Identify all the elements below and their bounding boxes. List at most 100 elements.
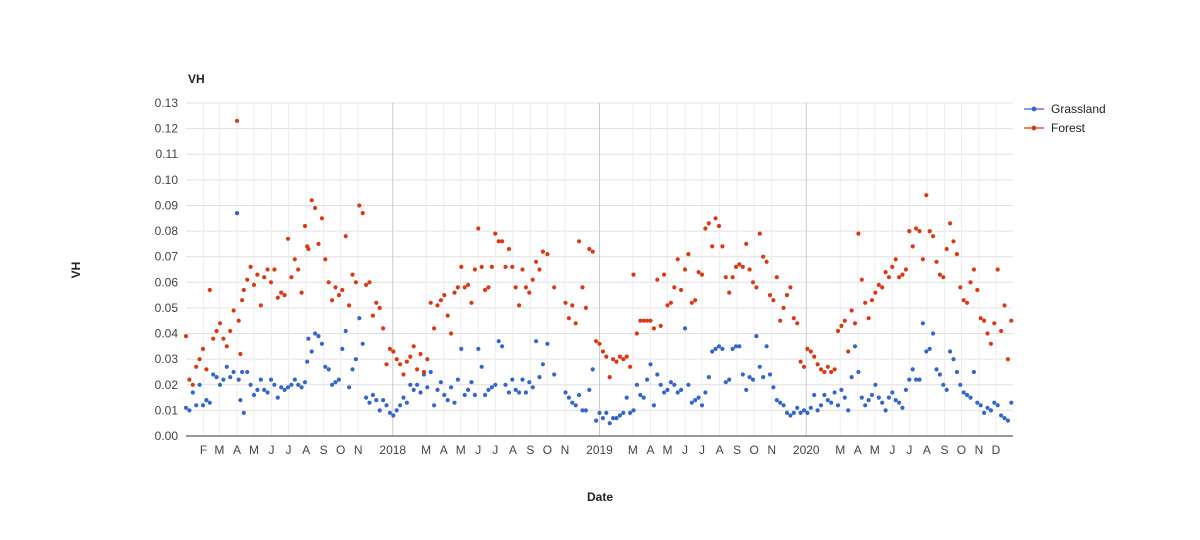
y-tick-label: 0.09 [155, 198, 179, 212]
grassland-point [353, 357, 358, 362]
grassland-point [282, 387, 287, 392]
forest-point [296, 267, 301, 272]
forest-point [432, 326, 437, 331]
forest-point [733, 264, 739, 269]
legend-item-grassland[interactable]: Grassland [1024, 102, 1106, 116]
grassland-point [534, 339, 539, 344]
forest-point [852, 321, 858, 326]
grassland-point [462, 392, 467, 398]
forest-point [302, 223, 308, 229]
grassland-point [900, 405, 905, 410]
forest-point [469, 300, 474, 305]
grassland-point [552, 372, 557, 377]
grassland-point [849, 375, 854, 380]
forest-point [442, 293, 447, 298]
forest-point [1009, 318, 1014, 323]
forest-point [876, 282, 881, 287]
forest-point [886, 275, 892, 280]
gridlines [186, 102, 1013, 437]
grassland-point [910, 367, 915, 372]
grassland-point [727, 377, 732, 382]
grassland-point [483, 392, 488, 398]
x-tick-label: N [767, 443, 776, 457]
y-tick-label: 0.04 [155, 327, 179, 341]
forest-point [771, 298, 776, 303]
grassland-point [675, 390, 680, 395]
forest-point [812, 354, 817, 359]
grassland-point [679, 387, 684, 392]
grassland-point [432, 403, 437, 408]
forest-point [954, 252, 960, 257]
legend-marker-icon [1031, 106, 1037, 112]
forest-point [723, 275, 728, 280]
y-tick-label: 0.10 [155, 173, 179, 187]
forest-point [801, 364, 807, 369]
forest-point [577, 239, 582, 244]
forest-point [374, 300, 379, 305]
forest-point [540, 249, 546, 254]
forest-point [350, 272, 355, 277]
grassland-point [313, 331, 318, 336]
grassland-point [651, 403, 657, 408]
forest-point [774, 275, 779, 280]
forest-point [754, 285, 759, 290]
grassland-point [798, 410, 803, 415]
grassland-point [757, 364, 762, 369]
forest-point [506, 246, 511, 252]
grassland-point [614, 416, 619, 421]
forest-point [513, 285, 518, 290]
grassland-point [931, 331, 936, 336]
forest-point [493, 231, 498, 236]
forest-point [241, 287, 246, 293]
x-tick-label: N [975, 443, 984, 457]
forest-point [272, 267, 277, 272]
legend-label: Grassland [1051, 102, 1106, 116]
forest-point [428, 300, 433, 305]
grassland-point [835, 403, 841, 408]
forest-point [978, 316, 983, 321]
forest-point [965, 300, 970, 305]
forest-point [333, 285, 338, 290]
legend-item-forest[interactable]: Forest [1024, 121, 1086, 135]
forest-point [849, 308, 854, 313]
grassland-point [890, 390, 895, 395]
forest-point [679, 287, 684, 293]
forest-point [590, 249, 595, 254]
forest-point [815, 362, 820, 367]
grassland-point [364, 395, 369, 400]
grassland-point [988, 408, 994, 413]
grassland-point [583, 408, 589, 413]
forest-point [634, 331, 640, 336]
legend[interactable]: Grassland Forest [1024, 102, 1106, 135]
grassland-point [241, 410, 246, 415]
grassland-point [774, 398, 779, 403]
y-tick-label: 0.12 [155, 122, 179, 136]
forest-point [604, 354, 609, 359]
grassland-point [224, 364, 229, 369]
x-tick-label: A [233, 443, 241, 457]
forest-point [948, 221, 953, 226]
forest-point [910, 244, 915, 249]
x-tick-label: A [440, 443, 448, 457]
y-tick-label: 0.07 [155, 250, 179, 264]
grassland-point [866, 398, 871, 403]
grassland-point [781, 403, 786, 408]
grassland-point [832, 390, 837, 395]
grassland-point [808, 405, 813, 410]
forest-point [658, 323, 663, 328]
grassland-point [992, 400, 997, 405]
forest-point [187, 377, 192, 382]
forest-point [265, 267, 270, 272]
grassland-point [279, 385, 284, 390]
forest-point [211, 336, 216, 341]
grassland-point [370, 392, 375, 398]
grassland-point [204, 398, 209, 403]
grassland-point [985, 405, 990, 410]
grassland-point [737, 344, 742, 349]
forest-point [496, 239, 501, 244]
grassland-point [489, 385, 494, 390]
forest-point [530, 277, 535, 282]
grassland-point [566, 395, 572, 400]
forest-point [961, 298, 966, 303]
forest-point [737, 262, 742, 267]
